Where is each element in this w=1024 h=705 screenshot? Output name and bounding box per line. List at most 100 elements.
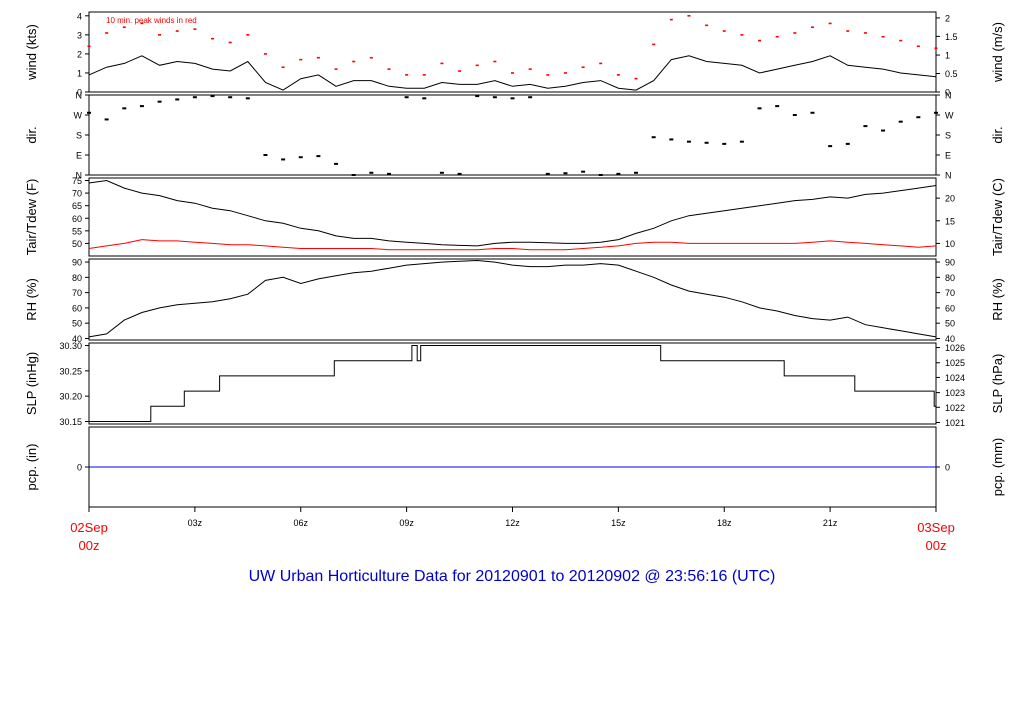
wind-rtick-label: 1 xyxy=(945,51,950,61)
x-tick-label: 03z xyxy=(188,518,203,528)
wind-peak-mark xyxy=(793,32,797,34)
dir-point xyxy=(316,155,321,158)
dir-rtick-label: S xyxy=(945,131,951,141)
wind-rtick-label: 2 xyxy=(945,13,950,23)
dir-ytick-label: N xyxy=(76,91,83,101)
wind-peak-mark xyxy=(740,34,744,36)
temp-rtick-label: 10 xyxy=(945,239,955,249)
wind-ylabel-right: wind (m/s) xyxy=(990,22,1005,83)
wind-ytick-label: 0 xyxy=(77,88,82,98)
temp-ylabel-right: Tair/Tdew (C) xyxy=(990,178,1005,256)
wind-peak-mark xyxy=(916,45,920,48)
temp-ytick-label: 50 xyxy=(72,239,82,249)
wind-peak-mark xyxy=(369,56,373,59)
dir-frame xyxy=(88,94,937,176)
dir-rtick-label: E xyxy=(945,151,951,161)
x-start-hour: 00z xyxy=(79,538,100,553)
dir-point xyxy=(175,98,180,101)
wind-rtick-label: 0.5 xyxy=(945,69,958,79)
slp-ylabel-right: SLP (hPa) xyxy=(990,354,1005,414)
wind-annotation: 10 min. peak winds in red xyxy=(106,16,197,25)
dir-point xyxy=(934,111,938,114)
temp-rtick-label: 15 xyxy=(945,216,955,226)
wind-peak-mark xyxy=(616,74,620,76)
rh-rtick-label: 80 xyxy=(945,273,955,283)
dir-ytick-label: W xyxy=(74,111,83,121)
pcp-ylabel-right: pcp. (mm) xyxy=(990,438,1005,497)
dir-point xyxy=(898,120,903,123)
wind-peak-mark xyxy=(299,58,303,61)
temp-rtick-label: 20 xyxy=(945,194,955,204)
dir-point xyxy=(528,96,533,99)
dir-point xyxy=(104,118,109,121)
wind-peak-mark xyxy=(899,39,903,42)
x-tick-label: 09z xyxy=(399,518,414,528)
pcp-ylabel: pcp. (in) xyxy=(24,444,39,491)
rh-rtick-label: 60 xyxy=(945,303,955,313)
temp-ytick-label: 65 xyxy=(72,201,82,211)
dir-point xyxy=(739,140,744,143)
dir-point xyxy=(139,105,144,108)
chart-title: UW Urban Horticulture Data for 20120901 … xyxy=(248,568,776,585)
slp-ylabel: SLP (inHg) xyxy=(24,352,39,415)
dir-ytick-label: E xyxy=(76,151,82,161)
dir-point xyxy=(122,107,127,110)
dir-point xyxy=(281,158,286,161)
pcp-ytick-label: 0 xyxy=(77,463,82,473)
rh-ytick-label: 60 xyxy=(72,303,82,313)
wind-ytick-label: 3 xyxy=(77,30,82,40)
x-start-date: 02Sep xyxy=(70,520,108,535)
slp-ytick-label: 30.30 xyxy=(59,341,82,351)
rh-ytick-label: 40 xyxy=(72,334,82,344)
dir-point xyxy=(792,114,797,116)
dir-point xyxy=(510,97,515,100)
wind-frame xyxy=(88,11,937,93)
wind-peak-mark xyxy=(263,53,267,55)
wind-ylabel: wind (kts) xyxy=(24,24,39,81)
wind-peak-mark xyxy=(281,66,285,69)
dir-point xyxy=(192,96,197,99)
wind-peak-mark xyxy=(316,56,320,59)
wind-peak-mark xyxy=(881,35,885,38)
dir-point xyxy=(457,172,462,175)
temp-ytick-label: 70 xyxy=(72,189,82,199)
dir-point xyxy=(916,116,921,119)
wind-peak-mark xyxy=(758,39,762,42)
dir-point xyxy=(263,154,268,156)
rh-ytick-label: 90 xyxy=(72,258,82,268)
dir-point xyxy=(881,129,886,132)
dir-ytick-label: N xyxy=(76,171,83,181)
wind-peak-mark xyxy=(175,30,179,32)
wind-peak-mark xyxy=(422,74,426,76)
slp-frame xyxy=(88,342,937,425)
rh-ytick-label: 80 xyxy=(72,273,82,283)
wind-ytick-label: 2 xyxy=(77,49,82,59)
dir-point xyxy=(845,142,850,145)
x-end-hour: 00z xyxy=(926,538,947,553)
dir-point xyxy=(810,111,815,114)
dir-rtick-label: W xyxy=(945,111,954,121)
slp-ytick-label: 30.25 xyxy=(59,366,82,376)
wind-peak-mark xyxy=(528,68,532,70)
x-tick-label: 06z xyxy=(293,518,308,528)
wind-peak-mark xyxy=(352,60,356,63)
wind-peak-mark xyxy=(546,74,550,76)
dir-point xyxy=(704,141,709,144)
dir-point xyxy=(545,172,550,175)
dir-point xyxy=(351,174,356,176)
dir-ylabel: dir. xyxy=(24,126,39,143)
wind-peak-mark xyxy=(599,62,603,65)
wind-peak-mark xyxy=(775,35,779,38)
slp-rtick-label: 1025 xyxy=(945,358,965,368)
temp-ylabel: Tair/Tdew (F) xyxy=(24,179,39,256)
dir-point xyxy=(757,107,762,110)
temp-ytick-label: 75 xyxy=(72,176,82,186)
rh-ylabel: RH (%) xyxy=(24,278,39,321)
dir-point xyxy=(475,95,480,98)
wind-peak-mark xyxy=(387,68,391,70)
dir-point xyxy=(669,138,674,141)
dir-ylabel-right: dir. xyxy=(990,126,1005,143)
wind-peak-mark xyxy=(511,72,514,74)
dir-point xyxy=(369,171,374,174)
